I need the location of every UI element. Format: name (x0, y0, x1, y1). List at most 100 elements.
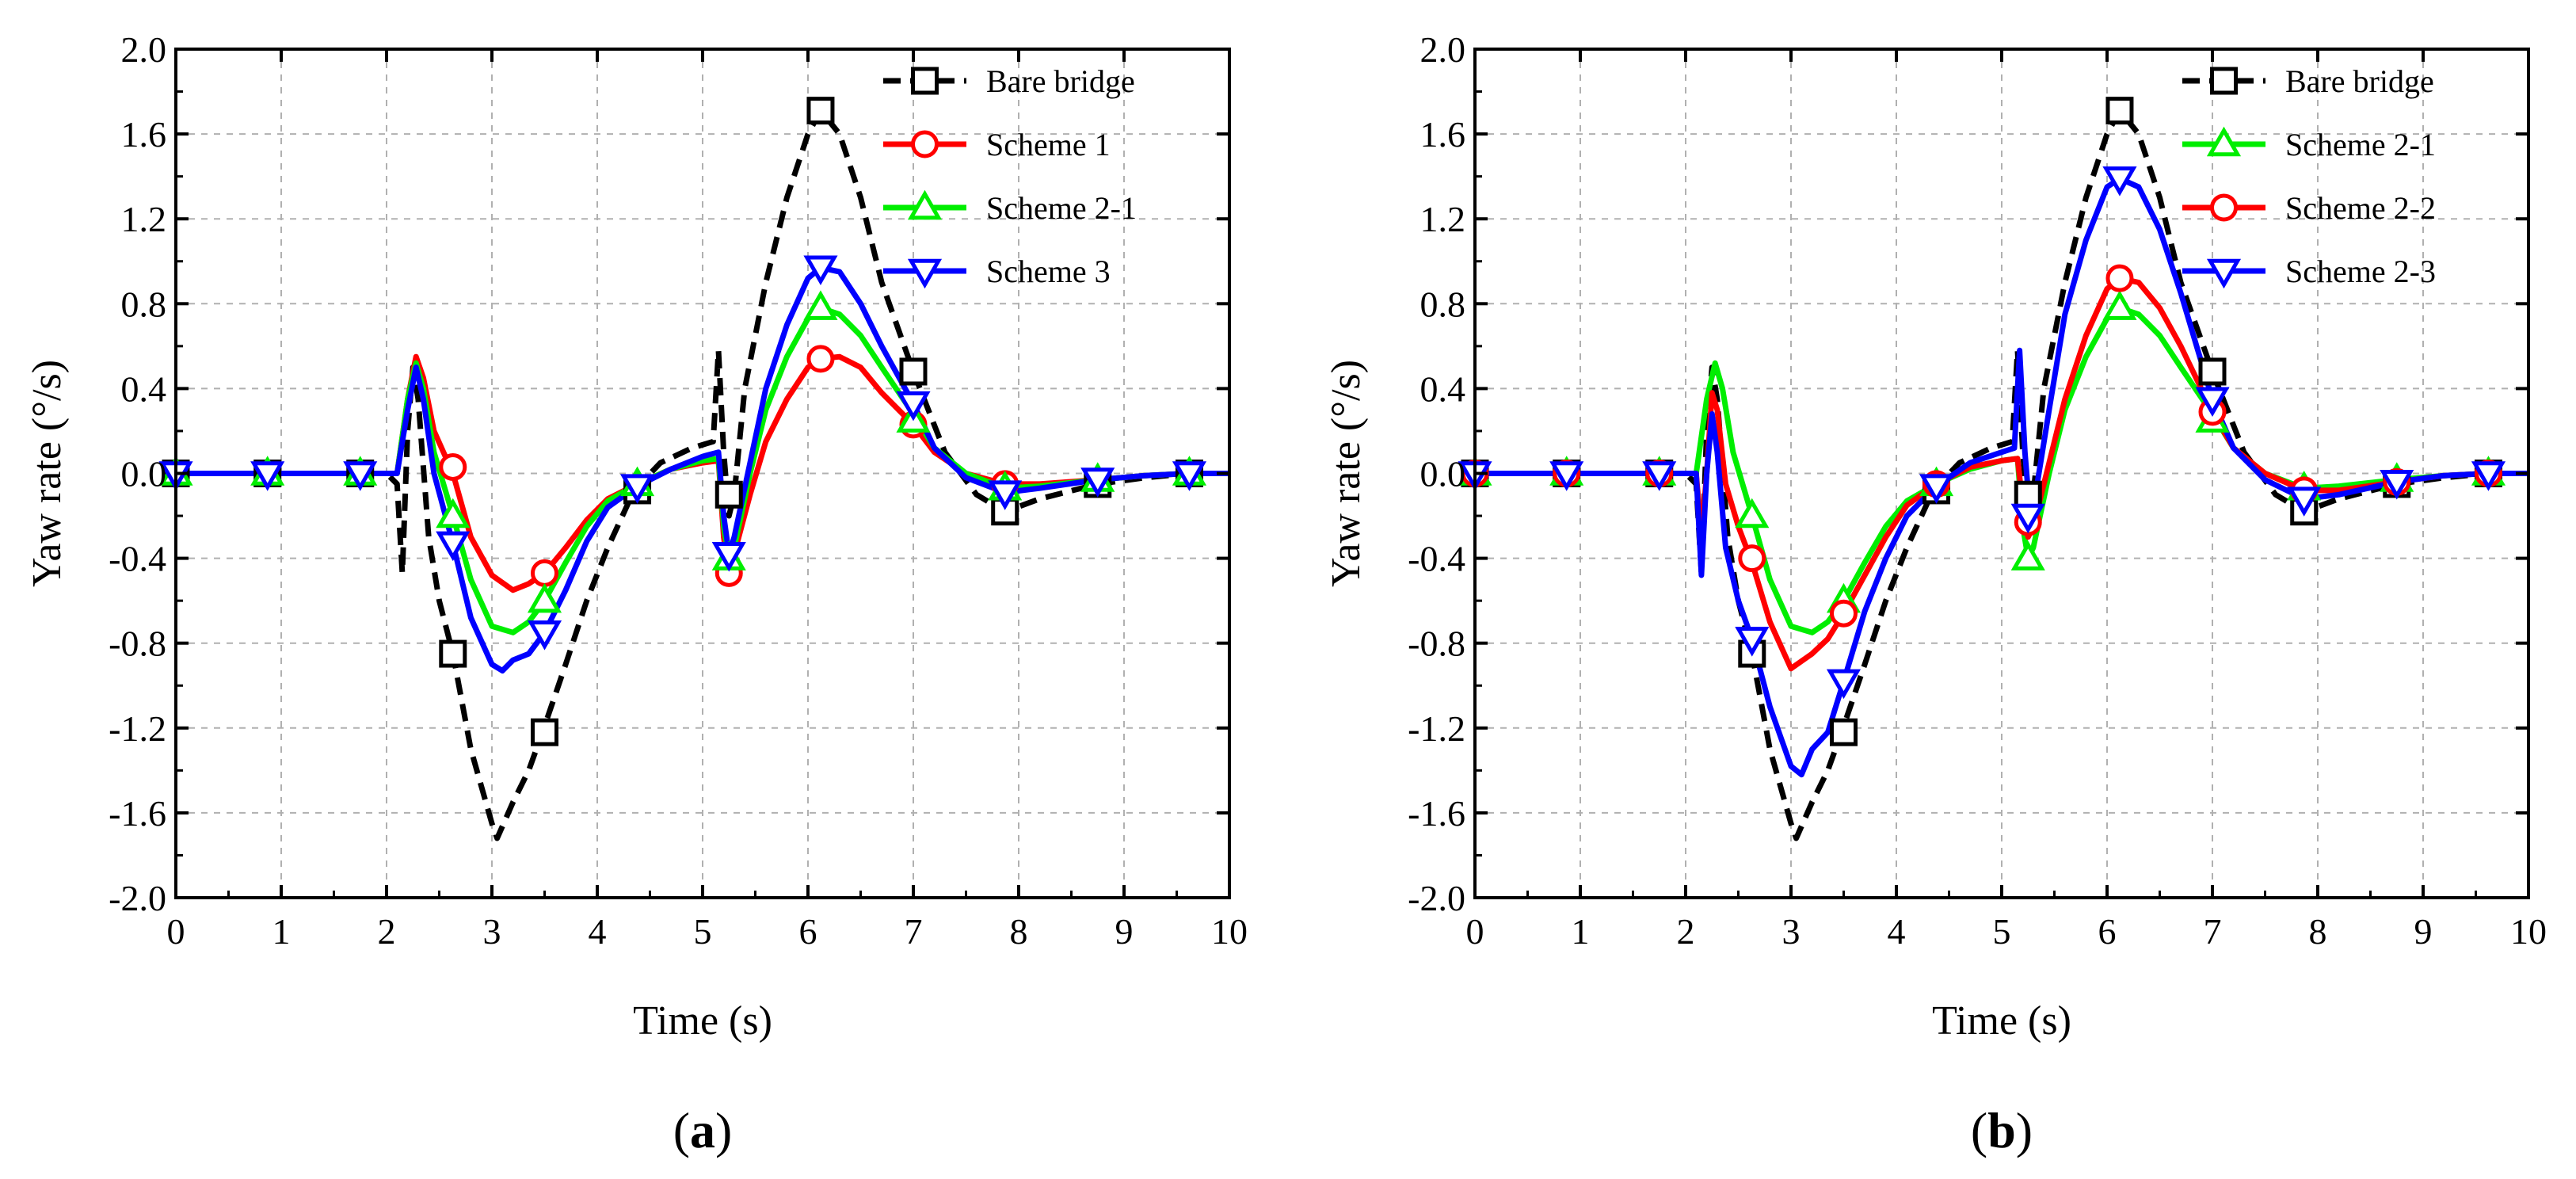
legend-marker-scheme-2-1 (2206, 126, 2242, 157)
data-point-scheme-3 (343, 461, 378, 491)
panel-caption: (a) (673, 1102, 733, 1158)
y-tick-label: 1.2 (121, 199, 167, 239)
y-tick-label: 1.6 (1420, 114, 1466, 155)
data-point-bare-bridge (2014, 480, 2042, 509)
x-axis-title: Time (s) (633, 998, 772, 1044)
data-point-scheme-3 (803, 255, 838, 286)
caption-panel-letter: a (690, 1102, 715, 1158)
data-point-scheme-2-3 (2471, 461, 2506, 491)
y-tick-label: 0.8 (1420, 284, 1466, 324)
x-tick-label: 3 (1782, 911, 1801, 952)
data-point-scheme-2-3 (2010, 503, 2045, 534)
data-point-scheme-2-2 (1830, 599, 1858, 628)
legend-label-bare-bridge: Bare bridge (2285, 63, 2434, 99)
y-axis-title: Yaw rate (°/s) (25, 360, 70, 587)
data-point-scheme-1 (806, 345, 835, 373)
y-tick-label: -1.6 (109, 793, 166, 834)
data-point-scheme-2-1 (803, 290, 838, 320)
data-point-bare-bridge (806, 97, 835, 125)
legend-marker-scheme-2-3 (2206, 258, 2242, 289)
data-point-scheme-2-2 (1738, 544, 1766, 573)
data-point-scheme-2-1 (2102, 290, 2137, 320)
x-tick-label: 4 (1888, 911, 1906, 952)
x-tick-label: 7 (2204, 911, 2222, 952)
data-point-scheme-3 (1080, 467, 1115, 498)
y-axis-title: Yaw rate (°/s) (1324, 360, 1369, 587)
x-axis-title: Time (s) (1932, 998, 2071, 1044)
data-point-scheme-3 (250, 461, 285, 491)
x-tick-label: 7 (905, 911, 923, 952)
y-tick-label: 2.0 (121, 29, 167, 70)
y-tick-label: 0.4 (121, 368, 167, 409)
panel-a: 0 1 2 3 4 5 6 7 8 9 10 -2.0 -1.6 -1.2 -0.8 -0.4 0.0 0.4 0.… (0, 0, 1277, 1179)
legend-label-scheme-2-2: Scheme 2-2 (2285, 190, 2436, 226)
data-point-scheme-2-2 (2105, 264, 2134, 292)
data-point-scheme-3 (436, 531, 471, 562)
data-point-bare-bridge (899, 357, 928, 386)
y-tick-label: -1.6 (1408, 793, 1465, 834)
y-tick-label: -2.0 (1408, 878, 1465, 918)
legend-marker-bare-bridge (2210, 67, 2238, 95)
y-tick-label: -2.0 (109, 878, 166, 918)
data-point-scheme-2-1 (527, 582, 562, 613)
x-tick-label: 5 (694, 911, 712, 952)
data-point-scheme-3 (711, 541, 746, 572)
legend-marker-scheme-3 (907, 258, 943, 289)
y-tick-label: 1.2 (1420, 199, 1466, 239)
caption-panel-letter: b (1987, 1102, 2016, 1158)
data-point-bare-bridge (1830, 718, 1858, 746)
x-tick-label: 1 (1572, 911, 1590, 952)
legend-marker-scheme-2-2 (2210, 193, 2238, 222)
y-tick-label: -0.8 (109, 624, 166, 664)
legend-label-scheme-2-1: Scheme 2-1 (986, 190, 1137, 226)
data-point-scheme-3 (527, 620, 562, 651)
legend-label-scheme-1: Scheme 1 (986, 127, 1111, 162)
data-point-scheme-2-1 (1735, 498, 1770, 528)
series-markers (1458, 97, 2506, 746)
data-point-scheme-2-3 (1642, 461, 1677, 491)
data-point-scheme-3 (1172, 461, 1207, 491)
caption-close-paren: ) (715, 1102, 732, 1158)
y-tick-label: -0.8 (1408, 624, 1465, 664)
panel-b: 0 1 2 3 4 5 6 7 8 9 10 -2.0 -1.6 -1.2 -0.8 -0.4 0.0 0.4 0.… (1299, 0, 2576, 1179)
y-tick-label: 0.8 (121, 284, 167, 324)
axis-ticks: 0 1 2 3 4 5 6 7 8 9 10 -2.0 -1.6 -1.2 -0.8 -0.4 0.0 0.4 0.… (109, 29, 1248, 952)
legend-marker-scheme-2-1 (907, 189, 943, 220)
data-point-scheme-2-3 (1826, 669, 1862, 700)
x-tick-label: 5 (1993, 911, 2011, 952)
data-point-scheme-3 (896, 391, 931, 422)
data-point-bare-bridge (531, 718, 558, 746)
y-tick-label: -0.4 (1408, 539, 1465, 579)
y-tick-label: -0.4 (109, 539, 166, 579)
data-point-scheme-1 (531, 559, 558, 587)
data-point-scheme-2-3 (1735, 627, 1770, 657)
data-point-scheme-2-1 (2010, 540, 2045, 570)
legend-label-bare-bridge: Bare bridge (986, 63, 1135, 99)
y-tick-label: 0.0 (121, 454, 167, 494)
y-tick-label: 1.6 (121, 114, 167, 155)
data-point-bare-bridge (2105, 97, 2134, 125)
caption-open-paren: ( (1971, 1102, 1987, 1158)
x-tick-label: 0 (1466, 911, 1484, 952)
y-tick-label: -1.2 (1408, 708, 1465, 749)
data-point-bare-bridge (714, 480, 743, 509)
series-line-scheme-3 (176, 265, 1229, 673)
data-point-scheme-2-1 (436, 498, 471, 528)
y-tick-label: 2.0 (1420, 29, 1466, 70)
x-tick-label: 4 (589, 911, 607, 952)
x-tick-label: 8 (1010, 911, 1028, 952)
chart-a: 0 1 2 3 4 5 6 7 8 9 10 -2.0 -1.6 -1.2 -0.8 -0.4 0.0 0.4 0.… (25, 29, 1248, 1158)
axis-ticks: 0 1 2 3 4 5 6 7 8 9 10 -2.0 -1.6 -1.2 -0.8 -0.4 0.0 0.4 0.… (1408, 29, 2547, 952)
data-point-scheme-1 (439, 452, 467, 481)
chart-b: 0 1 2 3 4 5 6 7 8 9 10 -2.0 -1.6 -1.2 -0.8 -0.4 0.0 0.4 0.… (1324, 29, 2547, 1158)
data-point-bare-bridge (2198, 357, 2227, 386)
legend: Bare bridge Scheme 1 Scheme 2-1 Scheme 3 (883, 63, 1137, 289)
x-tick-label: 10 (1211, 911, 1248, 952)
x-tick-label: 8 (2309, 911, 2327, 952)
legend-label-scheme-2-1: Scheme 2-1 (2285, 127, 2436, 162)
data-point-scheme-2-3 (2287, 486, 2322, 517)
x-tick-label: 1 (272, 911, 291, 952)
panel-caption: (b) (1971, 1102, 2033, 1158)
data-point-bare-bridge (439, 639, 467, 668)
data-point-scheme-2-3 (2102, 166, 2137, 196)
